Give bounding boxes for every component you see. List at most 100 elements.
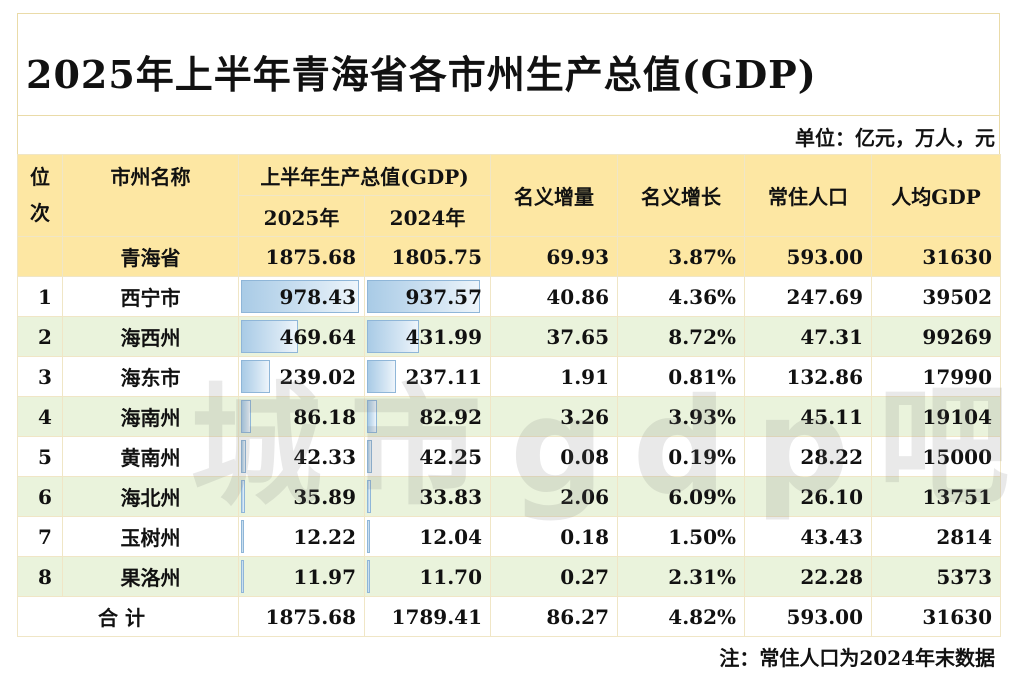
per-capita-cell: 99269 [871,316,1002,357]
gdp-data-bar [367,520,370,553]
city-name-cell: 海北州 [62,476,239,517]
gdp2024-cell: 42.25 [363,436,492,477]
gdp-data-bar [241,280,359,313]
gdp-data-bar [367,480,371,513]
province-rank [17,236,63,277]
gdp-value: 42.33 [293,444,356,469]
rank-cell: 7 [17,516,63,557]
growth-cell: 1.50% [617,516,746,557]
gdp-value: 86.18 [293,404,356,429]
population-cell: 28.22 [744,436,873,477]
table-row: 8 果洛州 11.97 11.70 0.27 2.31% 22.28 5373 [17,556,1002,597]
gdp2024-cell: 11.70 [363,556,492,597]
population-cell: 22.28 [744,556,873,597]
population-cell: 47.31 [744,316,873,357]
growth-cell: 3.93% [617,396,746,437]
table-row: 2 海西州 469.64 431.99 37.65 8.72% 47.31 99269 [17,316,1002,357]
per-capita-cell: 5373 [871,556,1002,597]
header-nominal-increase: 名义增量 [490,154,619,237]
population-cell: 132.86 [744,356,873,397]
growth-cell: 6.09% [617,476,746,517]
gdp-data-bar [241,360,270,393]
gdp-data-bar [367,400,377,433]
population-cell: 247.69 [744,276,873,317]
increase-cell: 0.18 [490,516,619,557]
gdp-data-bar [367,560,370,593]
gdp-value: 82.92 [419,404,483,429]
city-name-cell: 果洛州 [62,556,239,597]
footnote: 注：常住人口为2024年末数据 [719,646,995,670]
per-capita-cell: 39502 [871,276,1002,317]
gdp-data-bar [367,360,396,393]
total-per-capita: 31630 [871,596,1002,637]
rank-cell: 1 [17,276,63,317]
gdp-table-frame: 2025年上半年青海省各市州生产总值(GDP) 单位：亿元，万人，元 位次 市州… [17,13,1002,637]
header-population: 常住人口 [744,154,873,237]
header-per-capita: 人均GDP [871,154,1002,237]
gdp-value: 469.64 [279,324,356,349]
gdp2024-cell: 431.99 [363,316,492,357]
city-name-cell: 玉树州 [62,516,239,557]
table-row: 1 西宁市 978.43 937.57 40.86 4.36% 247.69 39502 [17,276,1002,317]
per-capita-cell: 17990 [871,356,1002,397]
per-capita-cell: 2814 [871,516,1002,557]
province-population: 593.00 [744,236,873,277]
city-name-cell: 西宁市 [62,276,239,317]
gdp-value: 237.11 [405,364,483,389]
gdp2025-cell: 12.22 [238,516,365,557]
province-name: 青海省 [62,236,239,277]
unit-label: 单位：亿元，万人，元 [795,126,995,150]
increase-cell: 3.26 [490,396,619,437]
gdp-data-bar [241,440,246,473]
rank-cell: 2 [17,316,63,357]
table-row: 7 玉树州 12.22 12.04 0.18 1.50% 43.43 2814 [17,516,1002,557]
per-capita-cell: 15000 [871,436,1002,477]
table-row: 6 海北州 35.89 33.83 2.06 6.09% 26.10 13751 [17,476,1002,517]
population-cell: 45.11 [744,396,873,437]
rank-cell: 3 [17,356,63,397]
gdp2025-cell: 978.43 [238,276,365,317]
gdp2024-cell: 33.83 [363,476,492,517]
gdp-value: 431.99 [405,324,483,349]
increase-cell: 1.91 [490,356,619,397]
gdp2024-cell: 237.11 [363,356,492,397]
header-nominal-growth: 名义增长 [617,154,746,237]
gdp-data-bar [241,560,244,593]
gdp-value: 937.57 [405,284,483,309]
increase-cell: 2.06 [490,476,619,517]
gdp-data-bar [367,440,372,473]
header-name: 市州名称 [62,154,239,237]
growth-cell: 8.72% [617,316,746,357]
growth-cell: 0.81% [617,356,746,397]
per-capita-cell: 13751 [871,476,1002,517]
gdp-value: 12.04 [419,524,483,549]
rank-cell: 4 [17,396,63,437]
rank-cell: 8 [17,556,63,597]
gdp2024-cell: 12.04 [363,516,492,557]
gdp-data-bar [367,320,419,353]
gdp-data-bar [241,480,245,513]
province-per-capita: 31630 [871,236,1002,277]
table-row: 3 海东市 239.02 237.11 1.91 0.81% 132.86 17990 [17,356,1002,397]
gdp2025-cell: 239.02 [238,356,365,397]
gdp-data-bar [367,280,480,313]
gdp-value: 239.02 [279,364,356,389]
province-row: 青海省 1875.68 1805.75 69.93 3.87% 593.00 3… [17,236,1002,277]
gdp2025-cell: 35.89 [238,476,365,517]
city-name-cell: 海西州 [62,316,239,357]
rank-cell: 6 [17,476,63,517]
gdp2025-cell: 86.18 [238,396,365,437]
province-increase: 69.93 [490,236,619,277]
page-title: 2025年上半年青海省各市州生产总值(GDP) [26,52,817,97]
header-2025: 2025年 [238,195,365,237]
city-name-cell: 海南州 [62,396,239,437]
total-row: 合 计 1875.68 1789.41 86.27 4.82% 593.00 3… [17,596,1002,637]
unit-row: 单位：亿元，万人，元 [17,114,1000,154]
gdp2025-cell: 469.64 [238,316,365,357]
gdp-value: 42.25 [419,444,483,469]
province-gdp2024: 1805.75 [363,236,492,277]
total-gdp2024: 1789.41 [363,596,492,637]
gdp-value: 11.70 [419,564,483,589]
per-capita-cell: 19104 [871,396,1002,437]
city-name-cell: 海东市 [62,356,239,397]
